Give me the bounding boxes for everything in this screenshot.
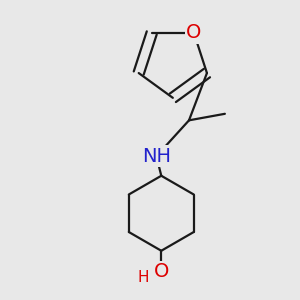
Text: O: O [154,262,169,281]
Text: O: O [186,23,202,42]
Text: H: H [138,270,149,285]
Text: NH: NH [142,147,171,166]
